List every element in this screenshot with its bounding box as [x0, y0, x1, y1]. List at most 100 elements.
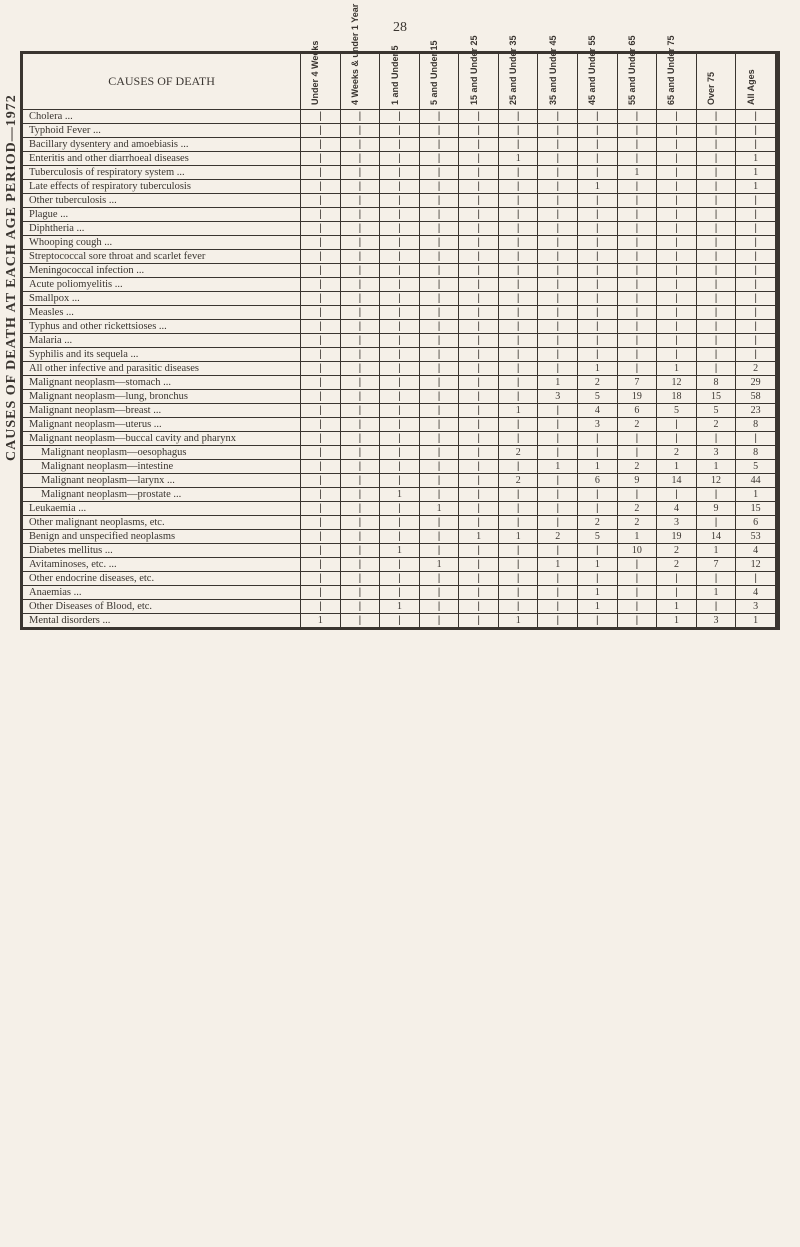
age-col-header: Over 75: [696, 54, 736, 110]
value-cell: |: [538, 292, 578, 306]
table-row: Leukaemia ...|||1||||24915: [23, 502, 776, 516]
value-cell: 18: [657, 390, 697, 404]
value-cell: |: [538, 418, 578, 432]
value-cell: 5: [736, 460, 776, 474]
value-cell: |: [498, 208, 538, 222]
value-cell: |: [380, 362, 420, 376]
value-cell: |: [301, 516, 341, 530]
table-row: Malignant neoplasm—uterus ...|||||||32|2…: [23, 418, 776, 432]
value-cell: |: [578, 488, 618, 502]
value-cell: |: [301, 418, 341, 432]
value-cell: |: [459, 432, 499, 446]
value-cell: |: [459, 376, 499, 390]
cause-cell: Typhus and other rickettsioses ...: [23, 320, 301, 334]
value-cell: |: [340, 488, 380, 502]
value-cell: 1: [380, 488, 420, 502]
value-cell: 1: [736, 180, 776, 194]
value-cell: |: [498, 320, 538, 334]
value-cell: 12: [657, 376, 697, 390]
value-cell: |: [538, 544, 578, 558]
value-cell: |: [419, 390, 459, 404]
cause-cell: Smallpox ...: [23, 292, 301, 306]
value-cell: |: [498, 236, 538, 250]
value-cell: 1: [657, 460, 697, 474]
value-cell: |: [696, 138, 736, 152]
value-cell: |: [459, 390, 499, 404]
value-cell: |: [538, 236, 578, 250]
value-cell: |: [538, 586, 578, 600]
cause-cell: Malignant neoplasm—intestine: [23, 460, 301, 474]
mortality-table: CAUSES OF DEATH Under 4 Weeks 4 Weeks & …: [22, 53, 776, 628]
value-cell: 5: [578, 390, 618, 404]
value-cell: 3: [696, 614, 736, 628]
value-cell: |: [301, 180, 341, 194]
value-cell: |: [301, 586, 341, 600]
table-row: Diabetes mellitus ...||1|||||10214: [23, 544, 776, 558]
value-cell: 1: [578, 460, 618, 474]
cause-cell: Malignant neoplasm—stomach ...: [23, 376, 301, 390]
value-cell: 2: [578, 516, 618, 530]
value-cell: |: [419, 222, 459, 236]
cause-cell: Benign and unspecified neoplasms: [23, 530, 301, 544]
value-cell: 2: [617, 502, 657, 516]
value-cell: |: [617, 600, 657, 614]
value-cell: |: [736, 432, 776, 446]
value-cell: 9: [696, 502, 736, 516]
cause-cell: Tuberculosis of respiratory system ...: [23, 166, 301, 180]
table-row: Anaemias ...|||||||1||14: [23, 586, 776, 600]
value-cell: |: [736, 278, 776, 292]
value-cell: |: [340, 586, 380, 600]
value-cell: |: [538, 600, 578, 614]
value-cell: 2: [498, 474, 538, 488]
value-cell: 1: [538, 558, 578, 572]
age-col-header: Under 4 Weeks: [301, 54, 341, 110]
value-cell: |: [419, 180, 459, 194]
value-cell: 8: [736, 418, 776, 432]
value-cell: |: [301, 572, 341, 586]
value-cell: |: [419, 572, 459, 586]
value-cell: 2: [696, 418, 736, 432]
value-cell: |: [498, 558, 538, 572]
table-wrapper: CAUSES OF DEATH AT EACH AGE PERIOD—1972 …: [20, 51, 780, 630]
table-row: Whooping cough ...||||||||||||: [23, 236, 776, 250]
age-col-header: 55 and Under 65: [617, 54, 657, 110]
value-cell: |: [301, 530, 341, 544]
value-cell: |: [578, 278, 618, 292]
value-cell: |: [419, 194, 459, 208]
value-cell: 5: [657, 404, 697, 418]
value-cell: 1: [380, 544, 420, 558]
value-cell: |: [301, 390, 341, 404]
value-cell: |: [380, 236, 420, 250]
page-number: 28: [20, 20, 780, 36]
value-cell: |: [657, 418, 697, 432]
value-cell: |: [578, 152, 618, 166]
value-cell: |: [538, 194, 578, 208]
value-cell: |: [459, 460, 499, 474]
value-cell: |: [538, 208, 578, 222]
value-cell: |: [538, 278, 578, 292]
table-row: Mental disorders ...1||||1|||131: [23, 614, 776, 628]
value-cell: |: [657, 306, 697, 320]
value-cell: |: [459, 446, 499, 460]
value-cell: |: [696, 306, 736, 320]
value-cell: 3: [696, 446, 736, 460]
value-cell: |: [380, 278, 420, 292]
value-cell: |: [578, 572, 618, 586]
value-cell: |: [301, 208, 341, 222]
value-cell: |: [538, 432, 578, 446]
value-cell: |: [340, 138, 380, 152]
value-cell: |: [617, 250, 657, 264]
value-cell: |: [696, 236, 736, 250]
value-cell: |: [578, 236, 618, 250]
value-cell: |: [340, 418, 380, 432]
value-cell: |: [498, 138, 538, 152]
value-cell: |: [459, 152, 499, 166]
value-cell: |: [459, 418, 499, 432]
value-cell: 1: [696, 544, 736, 558]
value-cell: |: [419, 460, 459, 474]
value-cell: |: [736, 110, 776, 124]
cause-cell: Plague ...: [23, 208, 301, 222]
value-cell: |: [380, 222, 420, 236]
value-cell: |: [459, 180, 499, 194]
value-cell: |: [340, 600, 380, 614]
